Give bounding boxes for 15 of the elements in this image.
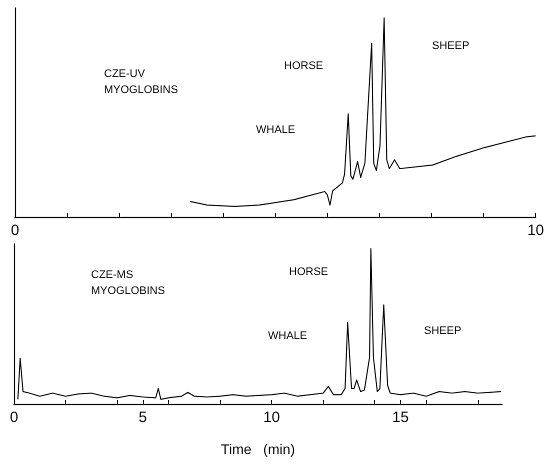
x-tick-label: 15 (392, 409, 409, 426)
annotation: HORSE (289, 266, 328, 278)
annotation: WHALE (256, 124, 296, 136)
x-tick-label: 0 (10, 222, 20, 239)
annotation: CZE-MS MYOGLOBINS (91, 269, 165, 297)
annotation: HORSE (284, 60, 324, 72)
x-tick-label: 0 (10, 409, 18, 426)
annotation: WHALE (268, 330, 308, 342)
annotation: SHEEP (432, 40, 470, 52)
x-tick-label: 5 (138, 409, 147, 426)
x-tick-label: 10 (263, 409, 280, 426)
annotation: SHEEP (424, 325, 462, 337)
x-tick-label: 10 (527, 222, 544, 239)
annotation: CZE-UV MYOGLOBINS (104, 68, 178, 96)
x-axis-title: Time (min) (220, 441, 296, 457)
